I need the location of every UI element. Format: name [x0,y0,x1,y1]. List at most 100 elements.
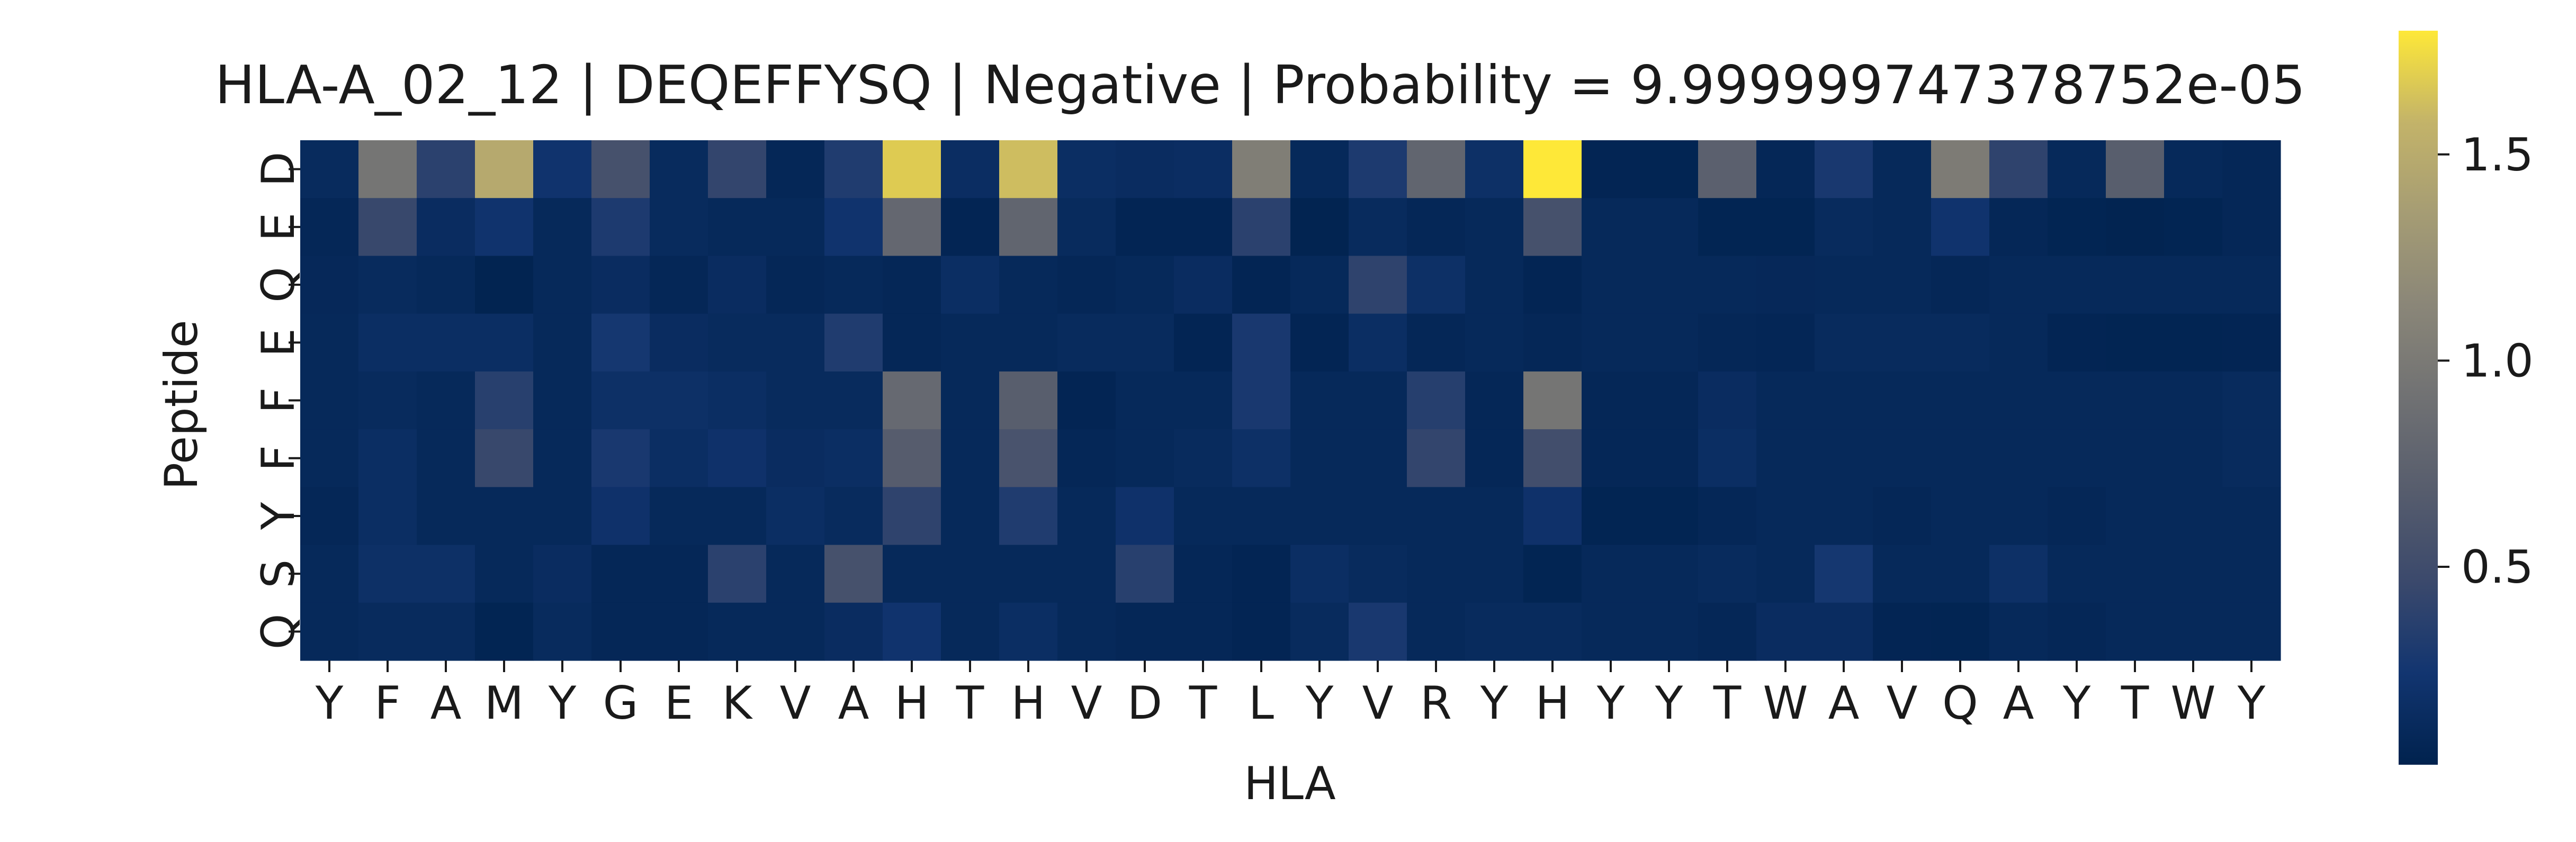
heatmap-cell [1465,602,1524,661]
heatmap-cell [1931,602,1990,661]
heatmap-cell [650,545,708,603]
heatmap-cell [533,545,592,603]
heatmap-cell [1698,140,1757,198]
heatmap-cell [1873,371,1932,430]
heatmap-cell [1931,429,1990,487]
x-tick-label: A [430,677,462,730]
heatmap-cell [2048,545,2106,603]
heatmap-cell [1582,602,1640,661]
heatmap-cell [1465,313,1524,372]
x-tick-label: D [1127,677,1162,730]
heatmap-cell [1640,487,1699,546]
heatmap-cell [300,256,359,314]
heatmap-cell [1640,429,1699,487]
heatmap-cell [941,371,1000,430]
x-tick-label: T [956,677,984,730]
x-tick-label: G [603,677,639,730]
heatmap-cell [1232,140,1291,198]
heatmap-cell [1640,198,1699,257]
heatmap-cell [2048,371,2106,430]
heatmap-cell [1582,140,1640,198]
heatmap-cell [999,487,1058,546]
x-tick-label: Y [1655,677,1683,730]
heatmap-cell [1698,429,1757,487]
heatmap-cell [300,198,359,257]
heatmap-cell [1815,256,1873,314]
heatmap-cell [1290,140,1349,198]
heatmap-cell [1465,429,1524,487]
heatmap-cell [1407,429,1466,487]
heatmap-cell [1232,602,1291,661]
heatmap-cell [358,313,417,372]
heatmap-cell [1756,487,1815,546]
heatmap-cell [1873,198,1932,257]
heatmap-cell [1290,198,1349,257]
heatmap-cell [358,256,417,314]
x-tick-label: R [1420,677,1452,730]
heatmap-cell [1931,256,1990,314]
heatmap-cell [2222,256,2281,314]
heatmap-cell [824,256,883,314]
heatmap-cell [999,602,1058,661]
heatmap-cell [2106,313,2165,372]
heatmap-cell [650,429,708,487]
heatmap-cell [358,371,417,430]
heatmap-cell [1931,545,1990,603]
x-tick-label: V [1887,677,1918,730]
heatmap-cell [1756,429,1815,487]
heatmap-cell [2106,198,2165,257]
heatmap-cell [533,602,592,661]
heatmap-cell [1174,545,1233,603]
heatmap-cell [1174,198,1233,257]
heatmap-cell [300,602,359,661]
heatmap-cell [2164,371,2223,430]
heatmap-cell [883,429,941,487]
heatmap-cell [1989,256,2048,314]
heatmap-cell [533,487,592,546]
heatmap-cell [1523,429,1582,487]
heatmap-cell [1290,371,1349,430]
heatmap-cell [883,256,941,314]
heatmap-cell [1349,602,1407,661]
heatmap-cell [1989,140,2048,198]
x-tick-label: W [1763,677,1808,730]
heatmap-cell [1815,487,1873,546]
heatmap-cell [766,602,825,661]
heatmap-cell [883,371,941,430]
heatmap-cell [1290,487,1349,546]
heatmap-cell [1465,198,1524,257]
heatmap-cell [417,487,475,546]
y-tick-label: E [252,328,305,357]
chart-title: HLA-A_02_12 | DEQEFFYSQ | Negative | Pro… [215,54,2305,116]
heatmap-cell [300,140,359,198]
heatmap-cell [1523,545,1582,603]
heatmap-cell [2164,313,2223,372]
heatmap-cell [1640,256,1699,314]
heatmap-cell [1931,487,1990,546]
heatmap-cell [1640,140,1699,198]
x-tick-label: A [838,677,869,730]
heatmap-cell [824,371,883,430]
x-tick-label: A [2003,677,2034,730]
heatmap-cell [2222,140,2281,198]
heatmap-cell [1523,371,1582,430]
heatmap-cell [417,429,475,487]
heatmap-cell [1290,602,1349,661]
heatmap-cell [417,198,475,257]
heatmap-cell [1465,256,1524,314]
heatmap-cell [1815,140,1873,198]
heatmap-cell [591,198,650,257]
heatmap-cell [358,429,417,487]
heatmap-cell [2222,429,2281,487]
y-axis-label: Peptide [155,320,208,490]
heatmap-cell [708,313,767,372]
heatmap-cell [941,602,1000,661]
heatmap-cell [2048,198,2106,257]
heatmap-cell [1698,371,1757,430]
heatmap-cell [824,487,883,546]
heatmap-cell [1290,545,1349,603]
heatmap-cell [591,256,650,314]
heatmap-cell [2222,545,2281,603]
heatmap-cell [1349,545,1407,603]
heatmap-cell [2048,140,2106,198]
